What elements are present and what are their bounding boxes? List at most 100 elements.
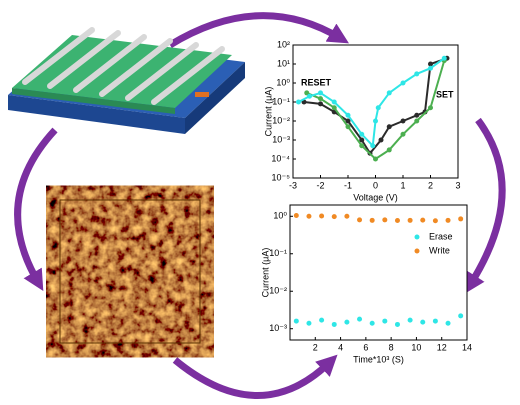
x-tick-label: 3 xyxy=(455,180,460,190)
data-point xyxy=(359,137,365,143)
data-point xyxy=(357,316,363,322)
data-point xyxy=(441,55,447,61)
y-tick-label: 10⁻³ xyxy=(272,134,290,144)
data-point xyxy=(400,131,406,137)
x-tick-label: 2 xyxy=(313,342,318,352)
legend-marker xyxy=(414,248,420,254)
y-tick-label: 10⁻² xyxy=(269,286,287,296)
data-point xyxy=(400,118,406,124)
y-tick-label: 10⁻¹ xyxy=(272,96,290,106)
data-point xyxy=(344,319,350,325)
data-point xyxy=(375,105,381,111)
x-tick-label: 4 xyxy=(338,342,343,352)
x-tick-label: 2 xyxy=(428,180,433,190)
data-point xyxy=(357,217,363,223)
afm-image xyxy=(60,200,200,343)
data-point xyxy=(458,313,464,319)
y-tick-label: 10¹ xyxy=(277,58,290,68)
data-point xyxy=(331,214,337,220)
data-point xyxy=(369,217,375,223)
afm-frame xyxy=(59,199,201,344)
legend-label: Erase xyxy=(429,231,453,241)
data-point xyxy=(370,143,376,149)
data-point xyxy=(331,321,337,327)
y-axis-label: Current (μA) xyxy=(263,87,273,137)
x-axis-label: Voltage (V) xyxy=(353,192,398,202)
data-point xyxy=(293,318,299,324)
data-point xyxy=(373,156,378,162)
data-point xyxy=(458,216,464,222)
data-point xyxy=(331,105,337,111)
data-point xyxy=(318,96,323,102)
data-point xyxy=(359,131,365,137)
y-tick-label: 10⁻² xyxy=(272,115,290,125)
y-tick-label: 10⁻⁴ xyxy=(271,153,290,163)
data-point xyxy=(345,124,351,130)
data-point xyxy=(407,317,413,323)
arrow xyxy=(172,354,338,399)
series-line xyxy=(298,57,445,148)
x-tick-label: 12 xyxy=(437,342,447,352)
arrow xyxy=(168,12,350,48)
y-axis-label: Current (μA) xyxy=(260,248,270,298)
data-point xyxy=(428,65,433,71)
data-point xyxy=(420,217,426,223)
x-tick-label: 14 xyxy=(462,342,472,352)
x-tick-label: -1 xyxy=(344,180,352,190)
data-point xyxy=(394,218,400,224)
data-point xyxy=(345,112,351,118)
data-point xyxy=(432,218,438,224)
data-point xyxy=(306,320,312,326)
y-tick-label: 10⁰ xyxy=(276,77,290,87)
legend-marker xyxy=(414,234,420,240)
annotation: RESET xyxy=(301,77,332,87)
x-tick-label: -2 xyxy=(316,180,324,190)
data-point xyxy=(307,93,312,99)
data-point xyxy=(414,71,420,77)
data-point xyxy=(382,217,388,223)
plot-frame xyxy=(289,204,468,341)
y-tick-label: 10² xyxy=(277,39,290,49)
data-point xyxy=(378,137,384,143)
data-point xyxy=(382,318,388,324)
data-point xyxy=(445,217,451,223)
data-point xyxy=(414,112,420,118)
data-point xyxy=(359,143,365,149)
device-schematic xyxy=(8,27,245,134)
arrow xyxy=(464,117,506,294)
data-point xyxy=(400,80,406,86)
data-point xyxy=(318,90,323,96)
data-point xyxy=(432,318,438,324)
x-tick-label: -3 xyxy=(289,180,297,190)
data-point xyxy=(296,99,301,105)
data-point xyxy=(428,105,433,111)
data-point xyxy=(445,320,451,326)
data-point xyxy=(386,147,392,153)
data-point xyxy=(373,118,378,124)
data-point xyxy=(386,90,392,96)
data-point xyxy=(428,61,433,67)
x-tick-label: 0 xyxy=(373,180,378,190)
x-axis-label: Time*10³ (S) xyxy=(353,354,404,364)
data-point xyxy=(369,320,375,326)
data-point xyxy=(293,212,299,218)
x-tick-label: 6 xyxy=(363,342,368,352)
legend-label: Write xyxy=(429,245,450,255)
x-tick-label: 1 xyxy=(400,180,405,190)
data-point xyxy=(319,317,325,323)
data-point xyxy=(306,213,312,219)
x-tick-label: 8 xyxy=(389,342,394,352)
y-tick-label: 10⁻¹ xyxy=(269,248,287,258)
data-point xyxy=(344,213,350,219)
data-point xyxy=(345,118,351,124)
x-tick-label: 10 xyxy=(411,342,421,352)
data-point xyxy=(414,118,420,124)
data-point xyxy=(318,101,323,107)
data-point xyxy=(304,90,310,96)
data-point xyxy=(394,321,400,327)
data-point xyxy=(319,213,325,219)
annotation: SET xyxy=(436,89,454,99)
y-tick-label: 10⁻⁵ xyxy=(272,172,291,182)
y-tick-label: 10⁰ xyxy=(273,211,287,221)
